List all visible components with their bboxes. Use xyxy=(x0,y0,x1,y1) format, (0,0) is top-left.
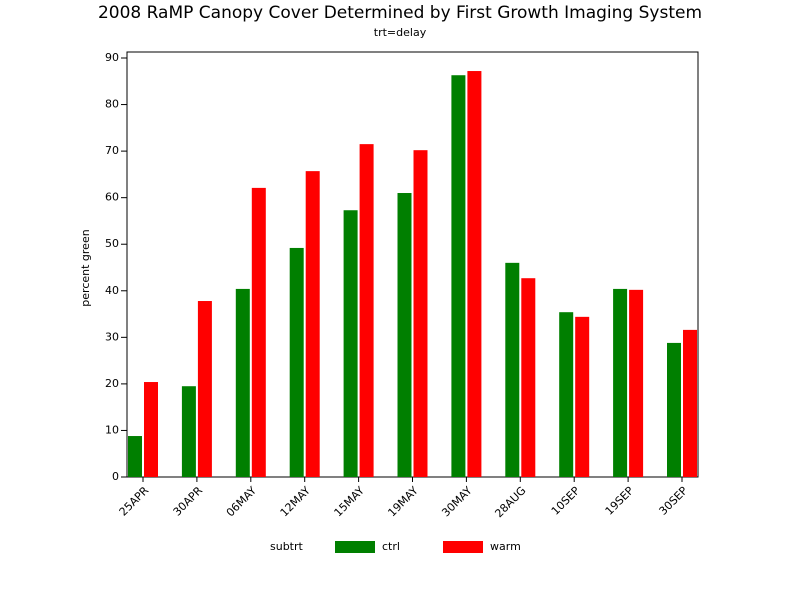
y-tick-label: 20 xyxy=(105,377,119,390)
y-tick-label: 40 xyxy=(105,284,119,297)
x-tick-label: 30SEP xyxy=(657,484,691,518)
bar xyxy=(128,436,142,477)
bar xyxy=(197,301,212,477)
bar xyxy=(613,288,628,477)
legend-swatch xyxy=(335,541,375,553)
legend-label: warm xyxy=(490,540,521,553)
x-tick-label: 19MAY xyxy=(385,484,420,519)
bar xyxy=(505,262,520,477)
bar xyxy=(667,342,681,477)
bar xyxy=(467,71,482,477)
bar xyxy=(397,193,412,477)
bar xyxy=(235,288,250,477)
x-tick-label: 12MAY xyxy=(278,484,313,519)
x-tick-label: 30APR xyxy=(171,484,206,519)
bar xyxy=(629,289,644,477)
y-tick-label: 50 xyxy=(105,237,119,250)
chart-title: 2008 RaMP Canopy Cover Determined by Fir… xyxy=(98,3,702,23)
legend-title: subtrt xyxy=(270,540,304,553)
legend-label: ctrl xyxy=(382,540,400,553)
bar xyxy=(413,150,428,477)
plot-frame xyxy=(126,51,699,478)
bar xyxy=(251,187,266,477)
y-tick-label: 70 xyxy=(105,144,119,157)
x-tick-label: 15MAY xyxy=(332,484,367,519)
bar xyxy=(683,329,697,477)
x-tick-label: 10SEP xyxy=(549,484,583,518)
legend-swatch xyxy=(443,541,483,553)
chart-subtitle: trt=delay xyxy=(374,26,427,39)
bar xyxy=(521,278,536,477)
bar xyxy=(305,171,320,477)
bar xyxy=(289,247,304,477)
bar xyxy=(144,382,158,477)
y-tick-label: 30 xyxy=(105,330,119,343)
y-tick-label: 10 xyxy=(105,423,119,436)
bar xyxy=(451,75,466,477)
bar xyxy=(343,210,358,477)
x-tick-label: 19SEP xyxy=(603,484,637,518)
bar xyxy=(559,312,574,477)
y-tick-label: 90 xyxy=(105,51,119,64)
bar xyxy=(181,386,196,477)
x-tick-label: 06MAY xyxy=(224,484,259,519)
x-tick-label: 25APR xyxy=(117,484,152,519)
y-tick-label: 0 xyxy=(112,470,119,483)
y-axis-label: percent green xyxy=(79,229,92,306)
x-tick-label: 30MAY xyxy=(439,484,474,519)
x-tick-label: 28AUG xyxy=(492,484,528,520)
bar xyxy=(359,144,374,477)
y-tick-label: 80 xyxy=(105,98,119,111)
y-tick-label: 60 xyxy=(105,191,119,204)
bar xyxy=(575,316,590,477)
